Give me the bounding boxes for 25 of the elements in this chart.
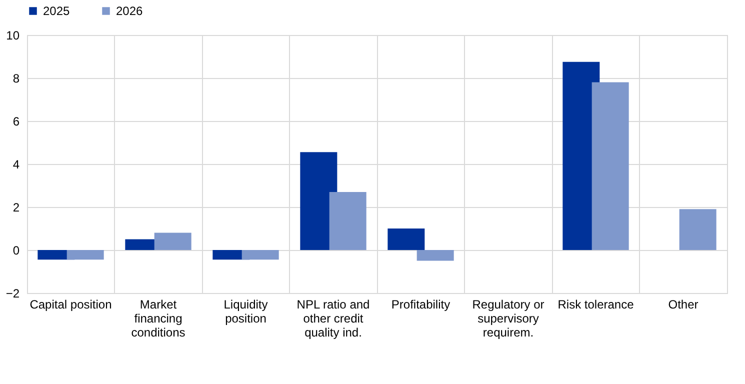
legend-label: 2026 (116, 4, 144, 18)
x-tick-label: Other (668, 298, 698, 312)
x-tick-label: Risk tolerance (558, 298, 634, 312)
x-tick-label: Regulatory or supervisory requirem. (472, 298, 544, 340)
bar (416, 250, 454, 261)
bar (242, 250, 279, 260)
bar (679, 209, 716, 250)
x-tick-label: Liquidity position (224, 298, 268, 326)
y-tick-label: 8 (12, 72, 20, 86)
x-tick-label: NPL ratio and other credit quality ind. (296, 298, 370, 340)
x-tick-label: Profitability (391, 298, 450, 312)
bar (329, 192, 366, 250)
y-tick-label: 2 (12, 200, 20, 214)
y-tick-label: 4 (12, 158, 20, 172)
y-tick-label: −2 (6, 286, 20, 300)
bar (388, 228, 425, 250)
x-tick-label: Market financing conditions (131, 298, 186, 340)
bar (592, 82, 629, 250)
bar (66, 250, 104, 260)
bar (154, 232, 192, 250)
y-tick-label: 10 (6, 28, 20, 42)
y-tick-label: 0 (12, 244, 20, 258)
legend-label: 2025 (43, 4, 70, 18)
x-tick-label: Capital position (30, 298, 112, 312)
y-tick-label: 6 (12, 114, 20, 128)
